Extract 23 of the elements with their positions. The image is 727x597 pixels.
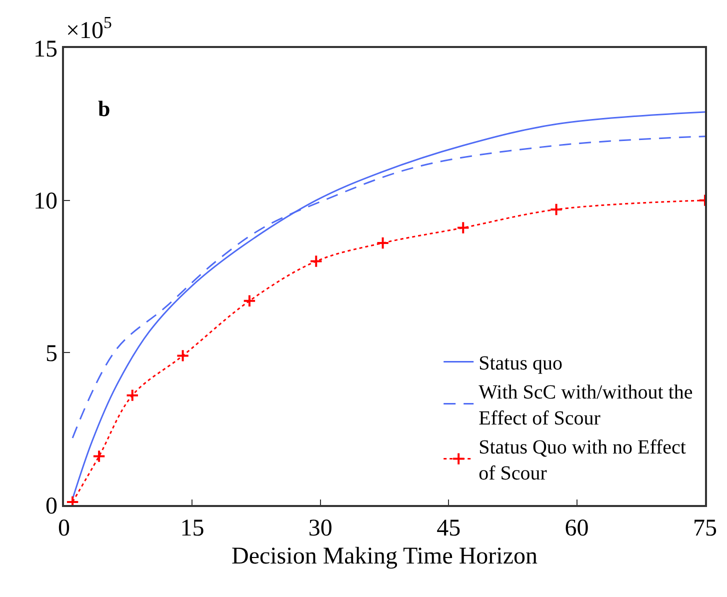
x-tick-label: 75 (693, 516, 717, 542)
point (242, 294, 256, 308)
point (92, 450, 106, 463)
point (310, 254, 323, 268)
legend-label: Status quo (478, 352, 562, 375)
point (176, 349, 190, 362)
y-tick-label: 10 (33, 188, 58, 215)
x-tick-label: 45 (436, 516, 461, 542)
point (550, 202, 563, 216)
text: ×10$^{5}$ (66, 13, 112, 44)
y-tick-label: 5 (45, 341, 58, 368)
x-tick-label: 30 (308, 516, 332, 542)
x-axis-title: Decision Making Time Horizon (232, 543, 538, 570)
y-tick-label: 15 (33, 36, 58, 62)
legend-label: Status Quo with no Effect of Scour (478, 436, 686, 485)
x-tick-label: 60 (564, 516, 589, 542)
point (126, 388, 139, 402)
point (376, 236, 390, 250)
legend-label: With ScC with/without the Effect of Scour (478, 382, 693, 430)
annotation: b (98, 96, 110, 121)
point (456, 221, 470, 234)
y-tick-label: 0 (45, 493, 58, 520)
x-tick-label: 15 (180, 516, 204, 542)
